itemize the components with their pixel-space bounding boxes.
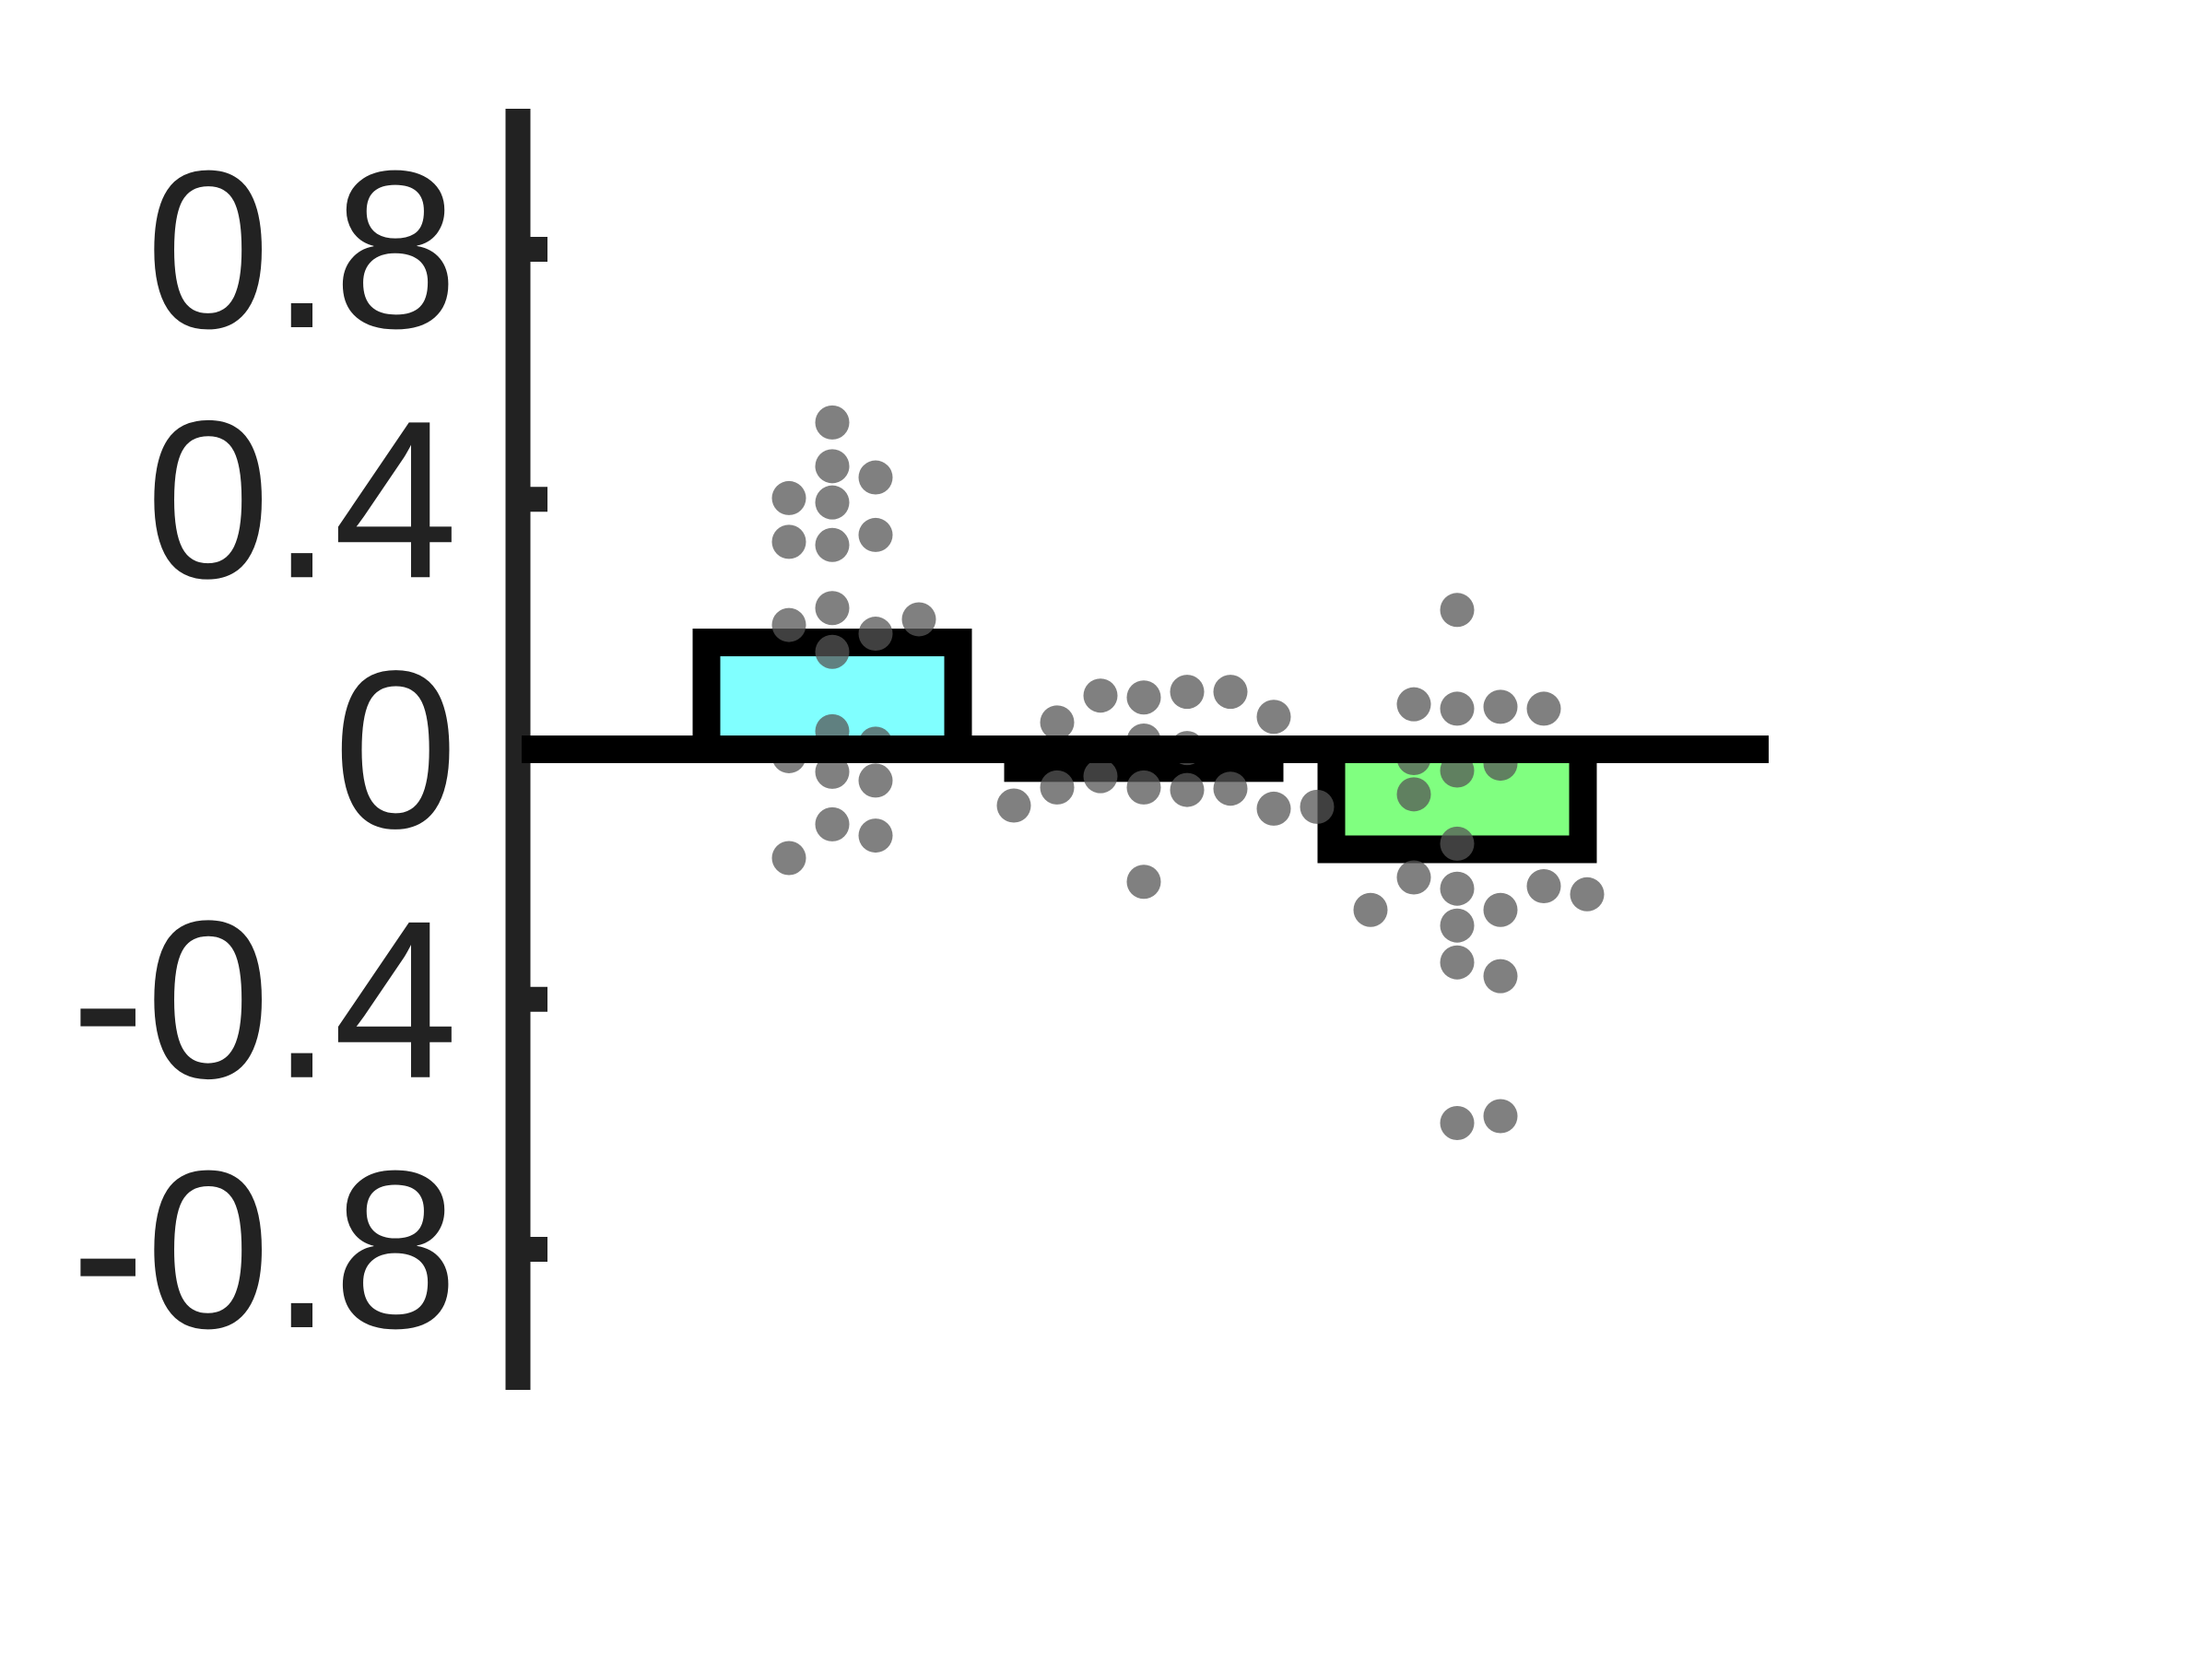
data-point <box>1396 687 1431 722</box>
data-point <box>1170 772 1205 807</box>
data-point <box>1526 691 1561 726</box>
y-tick-label: 0.4 <box>146 373 458 625</box>
data-point <box>1213 675 1248 710</box>
data-point <box>771 524 806 559</box>
data-point <box>1483 689 1518 724</box>
y-tick-label: 0.8 <box>146 124 458 375</box>
data-point <box>1126 680 1161 715</box>
data-point <box>815 806 850 841</box>
data-point <box>1396 777 1431 812</box>
data-point <box>771 480 806 515</box>
data-point <box>1170 675 1205 710</box>
data-point <box>1440 945 1475 980</box>
data-point <box>1396 860 1431 895</box>
data-point <box>815 754 850 789</box>
data-point <box>1083 678 1118 713</box>
data-point <box>771 841 806 876</box>
data-point <box>771 607 806 642</box>
data-point <box>1213 771 1248 806</box>
data-point <box>815 405 850 440</box>
data-point <box>858 818 893 853</box>
data-point <box>1483 959 1518 994</box>
data-point <box>815 591 850 626</box>
data-point <box>1256 700 1291 735</box>
data-point <box>815 485 850 520</box>
data-point <box>1526 868 1561 903</box>
data-point <box>1300 789 1335 824</box>
data-point <box>1040 705 1075 740</box>
data-point <box>858 617 893 652</box>
data-point <box>815 449 850 484</box>
data-point <box>1570 877 1605 912</box>
data-point <box>1440 871 1475 906</box>
data-point <box>1040 770 1075 805</box>
data-point <box>1126 865 1161 900</box>
data-point <box>815 527 850 562</box>
y-tick-label: -0.4 <box>71 874 458 1125</box>
data-point <box>1083 759 1118 794</box>
data-point <box>815 634 850 669</box>
data-point <box>1353 892 1388 927</box>
data-point <box>1440 908 1475 943</box>
data-point <box>858 460 893 495</box>
data-point <box>1483 1099 1518 1134</box>
data-point <box>1440 826 1475 861</box>
data-point <box>901 602 936 637</box>
y-tick-label: -0.8 <box>71 1124 458 1375</box>
data-point <box>1483 892 1518 927</box>
data-point <box>1126 770 1161 805</box>
data-point <box>996 788 1031 823</box>
data-point <box>858 763 893 798</box>
data-point <box>1440 691 1475 726</box>
data-point <box>1440 1105 1475 1140</box>
data-point <box>858 517 893 552</box>
y-tick-label: 0 <box>333 624 458 876</box>
data-point <box>1256 791 1291 826</box>
data-point <box>1440 593 1475 628</box>
